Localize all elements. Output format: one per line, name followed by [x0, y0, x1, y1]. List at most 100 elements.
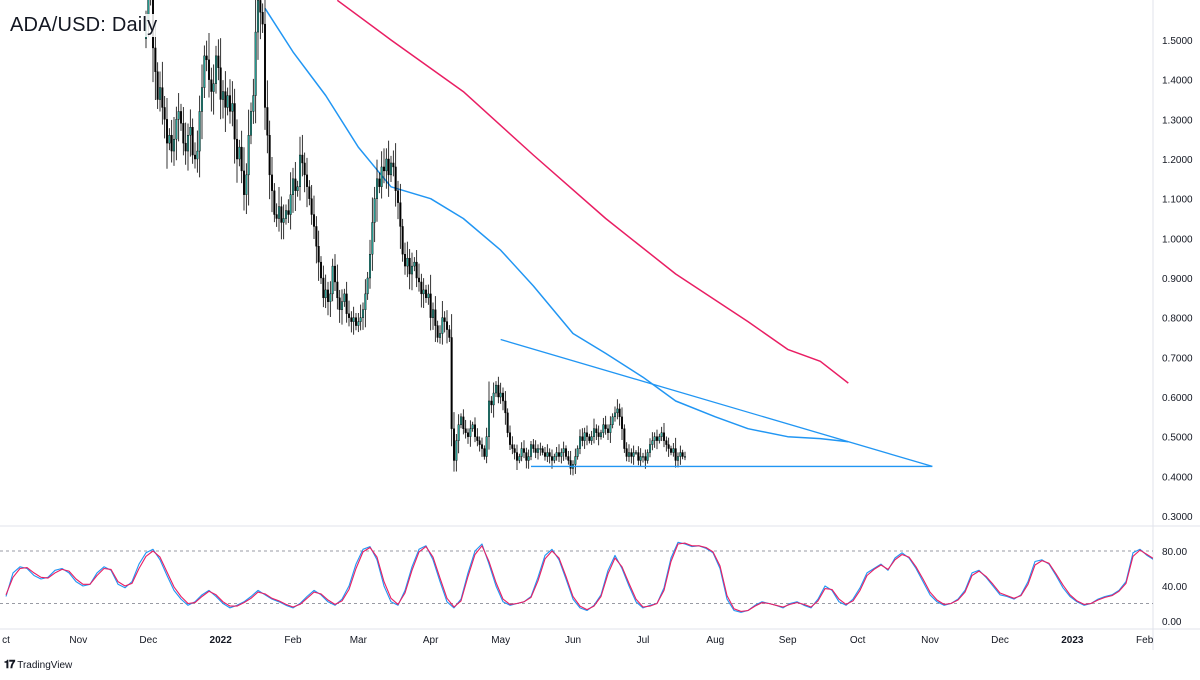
candle — [329, 281, 332, 317]
candle-body — [289, 194, 292, 215]
candle — [672, 443, 675, 457]
candle-body — [406, 257, 409, 267]
candle — [411, 252, 414, 291]
candle — [177, 93, 180, 142]
tradingview-logo-icon: 𝟏𝟕 — [4, 659, 15, 671]
candle-body — [345, 293, 348, 314]
candle-body — [210, 79, 213, 92]
candle-body — [422, 289, 425, 295]
candle — [170, 119, 173, 163]
candle — [376, 159, 379, 222]
candle-body — [649, 444, 652, 453]
candle — [294, 161, 297, 211]
candle — [359, 304, 362, 331]
candle — [151, 0, 154, 83]
candle — [464, 419, 467, 439]
candle — [228, 79, 231, 124]
candle-body — [278, 206, 281, 219]
candle-body — [534, 448, 537, 453]
candle — [628, 444, 631, 463]
candle — [467, 428, 470, 444]
candle — [674, 437, 677, 468]
candle-body — [462, 416, 465, 429]
candle-body — [296, 186, 299, 191]
candle — [630, 448, 633, 464]
time-tick-label: 2022 — [210, 635, 233, 646]
candle-body — [642, 456, 645, 458]
candle — [658, 433, 661, 444]
ma-50-line — [264, 7, 849, 443]
candle — [625, 442, 628, 462]
candle — [210, 67, 213, 112]
candle-body — [504, 400, 507, 414]
candle — [343, 288, 346, 307]
candle — [331, 258, 334, 302]
candle — [670, 445, 673, 456]
candle-body — [625, 448, 628, 457]
candle-body — [446, 321, 449, 330]
candle-body — [530, 444, 533, 457]
candle-body — [632, 452, 635, 457]
candle — [364, 279, 367, 328]
candle-body — [221, 91, 224, 100]
candle — [282, 204, 285, 240]
candle — [576, 445, 579, 460]
candle-body — [499, 392, 502, 398]
candle-body — [485, 436, 488, 457]
candle-body — [156, 71, 159, 100]
tradingview-brand-name: TradingView — [17, 660, 73, 671]
candle-body — [562, 448, 565, 453]
candle-body — [595, 428, 598, 433]
candle-body — [630, 452, 633, 457]
candle-body — [460, 416, 463, 425]
candle-body — [429, 293, 432, 318]
oscillator-tick-label: 0.00 — [1162, 617, 1182, 628]
candle-body — [621, 416, 624, 429]
candle — [455, 434, 458, 472]
candle — [266, 80, 269, 154]
candle-body — [541, 448, 544, 453]
candle-body — [254, 31, 257, 96]
candle — [317, 230, 320, 281]
candle — [483, 445, 486, 460]
candle — [357, 313, 360, 333]
candle — [439, 325, 442, 344]
candle — [651, 432, 654, 451]
candle — [448, 325, 451, 343]
candle-body — [569, 460, 572, 469]
candle — [497, 376, 500, 404]
tradingview-brand[interactable]: 𝟏𝟕 TradingView — [4, 659, 72, 672]
candle-body — [481, 444, 484, 449]
candle — [581, 428, 584, 447]
candle — [476, 428, 479, 447]
candle — [485, 427, 488, 464]
candle — [469, 420, 472, 447]
candle-body — [362, 309, 365, 318]
candle-body — [404, 253, 407, 267]
candle-body — [380, 166, 383, 187]
candle — [397, 180, 400, 220]
candle-body — [520, 448, 523, 457]
candle-body — [399, 202, 402, 227]
candle-body — [464, 428, 467, 433]
candle-body — [411, 265, 414, 275]
candle — [523, 440, 526, 459]
candle-body — [364, 293, 367, 310]
candle — [289, 172, 292, 230]
candle — [574, 448, 577, 474]
candle-body — [184, 142, 187, 152]
candle-body — [385, 158, 388, 172]
candle — [504, 391, 507, 425]
candle-body — [371, 222, 374, 255]
candle-body — [268, 134, 271, 176]
time-tick-label: Nov — [921, 635, 939, 646]
candle-body — [635, 452, 638, 454]
candle-body — [532, 444, 535, 449]
candle — [548, 448, 551, 464]
candle-body — [506, 412, 509, 433]
candle-body — [579, 436, 582, 449]
candle — [264, 0, 267, 130]
candle-body — [264, 23, 267, 108]
